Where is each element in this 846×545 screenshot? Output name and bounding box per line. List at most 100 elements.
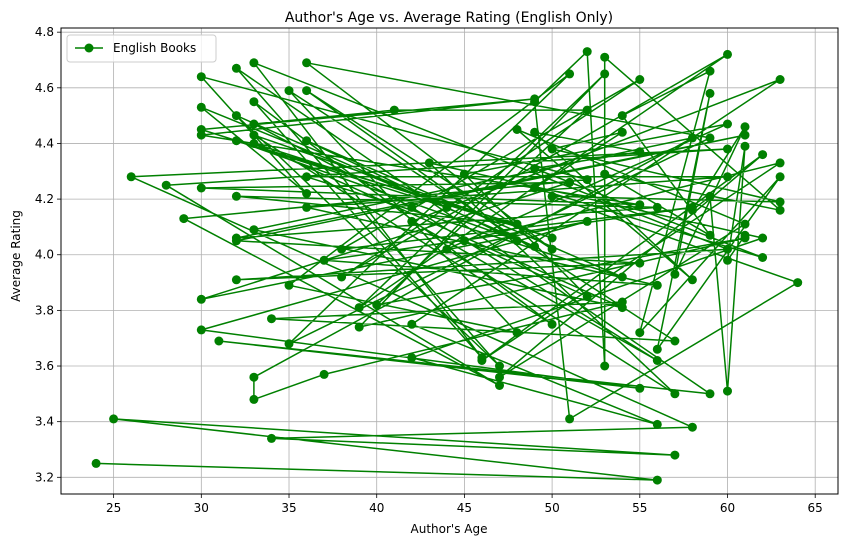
series-marker-layer	[91, 47, 803, 485]
data-point	[617, 297, 627, 307]
data-point	[547, 233, 557, 243]
data-point	[723, 49, 732, 59]
data-point	[652, 419, 662, 429]
data-point	[600, 69, 610, 79]
data-point	[705, 88, 715, 98]
x-tick-label: 25	[106, 501, 121, 515]
data-point	[687, 422, 697, 432]
data-point	[179, 214, 189, 224]
data-point	[565, 69, 575, 79]
data-point	[670, 450, 680, 460]
data-point	[249, 58, 259, 68]
data-point	[196, 72, 206, 82]
data-point	[582, 216, 592, 226]
data-point	[530, 164, 540, 173]
data-point	[214, 336, 224, 346]
data-point	[442, 202, 452, 212]
data-point	[302, 202, 312, 212]
data-point	[740, 122, 750, 132]
data-point	[267, 314, 276, 324]
x-tick-label: 35	[281, 501, 296, 515]
data-point	[249, 97, 259, 107]
data-point	[495, 381, 504, 390]
data-point	[775, 172, 785, 182]
data-point	[600, 361, 610, 371]
data-point	[670, 336, 680, 346]
data-point	[530, 97, 540, 107]
data-point	[319, 255, 329, 265]
data-point	[249, 225, 259, 235]
data-point	[547, 244, 557, 254]
data-point	[302, 189, 312, 198]
x-tick-label: 55	[632, 501, 647, 515]
data-point	[231, 111, 241, 121]
data-point	[617, 272, 627, 282]
data-point	[424, 158, 434, 168]
data-point	[337, 272, 347, 282]
data-point	[652, 475, 662, 485]
data-point	[775, 205, 785, 215]
data-point	[565, 414, 575, 424]
data-point	[600, 52, 610, 62]
data-point	[582, 105, 592, 115]
data-point	[758, 233, 768, 243]
data-point	[109, 414, 119, 424]
data-point	[687, 275, 697, 285]
data-point	[512, 125, 522, 134]
data-point	[196, 183, 206, 193]
data-point	[249, 394, 259, 404]
data-point	[705, 230, 715, 240]
data-point	[687, 205, 697, 215]
data-point	[91, 458, 101, 468]
data-point	[635, 200, 645, 210]
data-point	[723, 172, 732, 182]
data-point	[512, 236, 522, 246]
y-tick-label: 3.4	[35, 415, 54, 429]
data-point	[705, 133, 715, 143]
data-point	[267, 433, 276, 443]
y-tick-label: 3.2	[35, 470, 54, 484]
data-point	[582, 175, 592, 185]
data-point	[705, 66, 715, 76]
data-point	[249, 130, 259, 140]
data-point	[302, 172, 312, 182]
data-point	[547, 191, 557, 201]
data-point	[512, 328, 522, 338]
data-point	[652, 356, 662, 365]
data-point	[740, 141, 750, 151]
data-point	[758, 150, 768, 160]
data-point	[635, 147, 645, 157]
y-tick-label: 3.6	[35, 359, 54, 373]
data-point	[512, 219, 522, 229]
data-point	[617, 111, 627, 121]
data-point	[723, 255, 732, 265]
data-point	[635, 258, 645, 268]
data-point	[231, 275, 241, 285]
data-point	[793, 278, 803, 288]
data-point	[249, 119, 259, 129]
y-tick-label: 3.8	[35, 303, 54, 317]
data-point	[705, 191, 715, 201]
x-tick-label: 60	[720, 501, 735, 515]
data-point	[652, 280, 662, 290]
data-point	[249, 372, 259, 382]
data-point	[442, 244, 452, 254]
data-point	[407, 216, 417, 226]
data-point	[407, 202, 417, 212]
data-point	[635, 383, 645, 393]
data-point	[126, 172, 136, 182]
legend-marker-swatch	[84, 43, 94, 53]
data-point	[196, 294, 206, 304]
grid	[61, 28, 838, 494]
data-point	[231, 236, 241, 246]
data-point	[565, 177, 575, 187]
plot-frame	[60, 27, 839, 495]
data-point	[723, 119, 732, 129]
data-point	[652, 344, 662, 354]
y-tick-label: 4.8	[35, 25, 54, 39]
data-point	[231, 136, 241, 146]
data-point	[775, 197, 785, 207]
data-point	[687, 133, 697, 143]
x-tick-label: 45	[457, 501, 472, 515]
